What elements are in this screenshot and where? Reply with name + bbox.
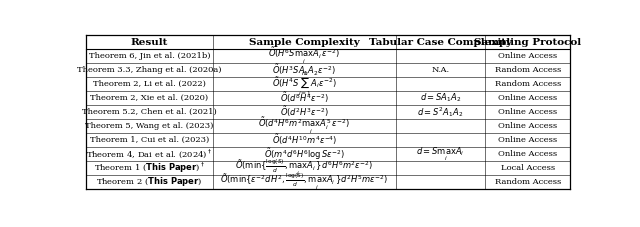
Text: Theorem 5, Wang et al. (2023): Theorem 5, Wang et al. (2023)	[85, 122, 214, 130]
Text: $\tilde{O}(H^6S\max_i A_i\varepsilon^{-2})$: $\tilde{O}(H^6S\max_i A_i\varepsilon^{-2…	[268, 46, 340, 66]
Text: Theorem 1, Cui et al. (2023): Theorem 1, Cui et al. (2023)	[90, 136, 209, 144]
Text: $d=SA_1A_2$: $d=SA_1A_2$	[420, 92, 461, 104]
Text: Online Access: Online Access	[498, 108, 557, 116]
Text: Theorem 5.2, Chen et al. (2021): Theorem 5.2, Chen et al. (2021)	[82, 108, 217, 116]
Text: $\tilde{O}(\min\{\varepsilon^{-2}dH^2,\frac{\log(S)}{d},\max_i A_i\}d^2H^5m\vare: $\tilde{O}(\min\{\varepsilon^{-2}dH^2,\f…	[220, 172, 388, 192]
Text: $d=S^2A_1A_2$: $d=S^2A_1A_2$	[417, 105, 463, 119]
Text: Tabular Case Complexity: Tabular Case Complexity	[369, 38, 512, 47]
Text: $\tilde{O}(\min\{\frac{\log(S)}{d},\max_i A_i\}d^6H^6m^2\varepsilon^{-2})$: $\tilde{O}(\min\{\frac{\log(S)}{d},\max_…	[236, 158, 373, 178]
Text: Online Access: Online Access	[498, 52, 557, 60]
Text: Sample Complexity: Sample Complexity	[249, 38, 360, 47]
Text: Random Access: Random Access	[495, 66, 561, 74]
Text: Theorem 2 ($\mathbf{This\ Paper}$): Theorem 2 ($\mathbf{This\ Paper}$)	[96, 175, 202, 188]
Text: Random Access: Random Access	[495, 178, 561, 186]
Text: Online Access: Online Access	[498, 122, 557, 130]
Text: Theorem 4, Dai et al. (2024)$^\dagger$: Theorem 4, Dai et al. (2024)$^\dagger$	[86, 148, 212, 160]
Text: $\tilde{O}(d^2H^3\varepsilon^{-2})$: $\tilde{O}(d^2H^3\varepsilon^{-2})$	[280, 105, 329, 119]
Text: Sampling Protocol: Sampling Protocol	[474, 38, 581, 47]
Text: Result: Result	[131, 38, 168, 47]
Text: Random Access: Random Access	[495, 80, 561, 88]
Text: Theorem 6, Jin et al. (2021b): Theorem 6, Jin et al. (2021b)	[88, 52, 210, 60]
Text: $d=S\max_i A_i$: $d=S\max_i A_i$	[416, 145, 465, 163]
Text: $\tilde{O}(d^4H^6m^2\max_i A_i^5\varepsilon^{-2})$: $\tilde{O}(d^4H^6m^2\max_i A_i^5\varepsi…	[259, 116, 350, 136]
Text: N.A.: N.A.	[431, 66, 450, 74]
Text: Online Access: Online Access	[498, 94, 557, 102]
Text: Theorem 2, Xie et al. (2020): Theorem 2, Xie et al. (2020)	[90, 94, 209, 102]
Text: $\tilde{O}(H^3SA_1A_2\varepsilon^{-2})$: $\tilde{O}(H^3SA_1A_2\varepsilon^{-2})$	[272, 62, 336, 78]
Text: $\tilde{O}(m^4d^6H^6\log S\varepsilon^{-2})$: $\tilde{O}(m^4d^6H^6\log S\varepsilon^{-…	[264, 146, 345, 162]
Text: Theorem 1 ($\mathbf{This\ Paper}$)$^\dagger$: Theorem 1 ($\mathbf{This\ Paper}$)$^\dag…	[94, 161, 205, 175]
Text: Online Access: Online Access	[498, 136, 557, 144]
Text: Theorem 2, Li et al. (2022): Theorem 2, Li et al. (2022)	[93, 80, 206, 88]
Text: $\tilde{O}(d^8H^4\varepsilon^{-2})$: $\tilde{O}(d^8H^4\varepsilon^{-2})$	[280, 91, 329, 105]
Text: Theorem 3.3, Zhang et al. (2020a): Theorem 3.3, Zhang et al. (2020a)	[77, 66, 221, 74]
Text: $\tilde{O}(d^4H^{10}m^4\varepsilon^{-4})$: $\tilde{O}(d^4H^{10}m^4\varepsilon^{-4})…	[271, 133, 337, 147]
Text: Local Access: Local Access	[500, 164, 555, 172]
Text: Online Access: Online Access	[498, 150, 557, 158]
Text: $\tilde{O}(H^4S\sum_{i=1}^{m}A_i\varepsilon^{-2})$: $\tilde{O}(H^4S\sum_{i=1}^{m}A_i\varepsi…	[272, 70, 337, 98]
